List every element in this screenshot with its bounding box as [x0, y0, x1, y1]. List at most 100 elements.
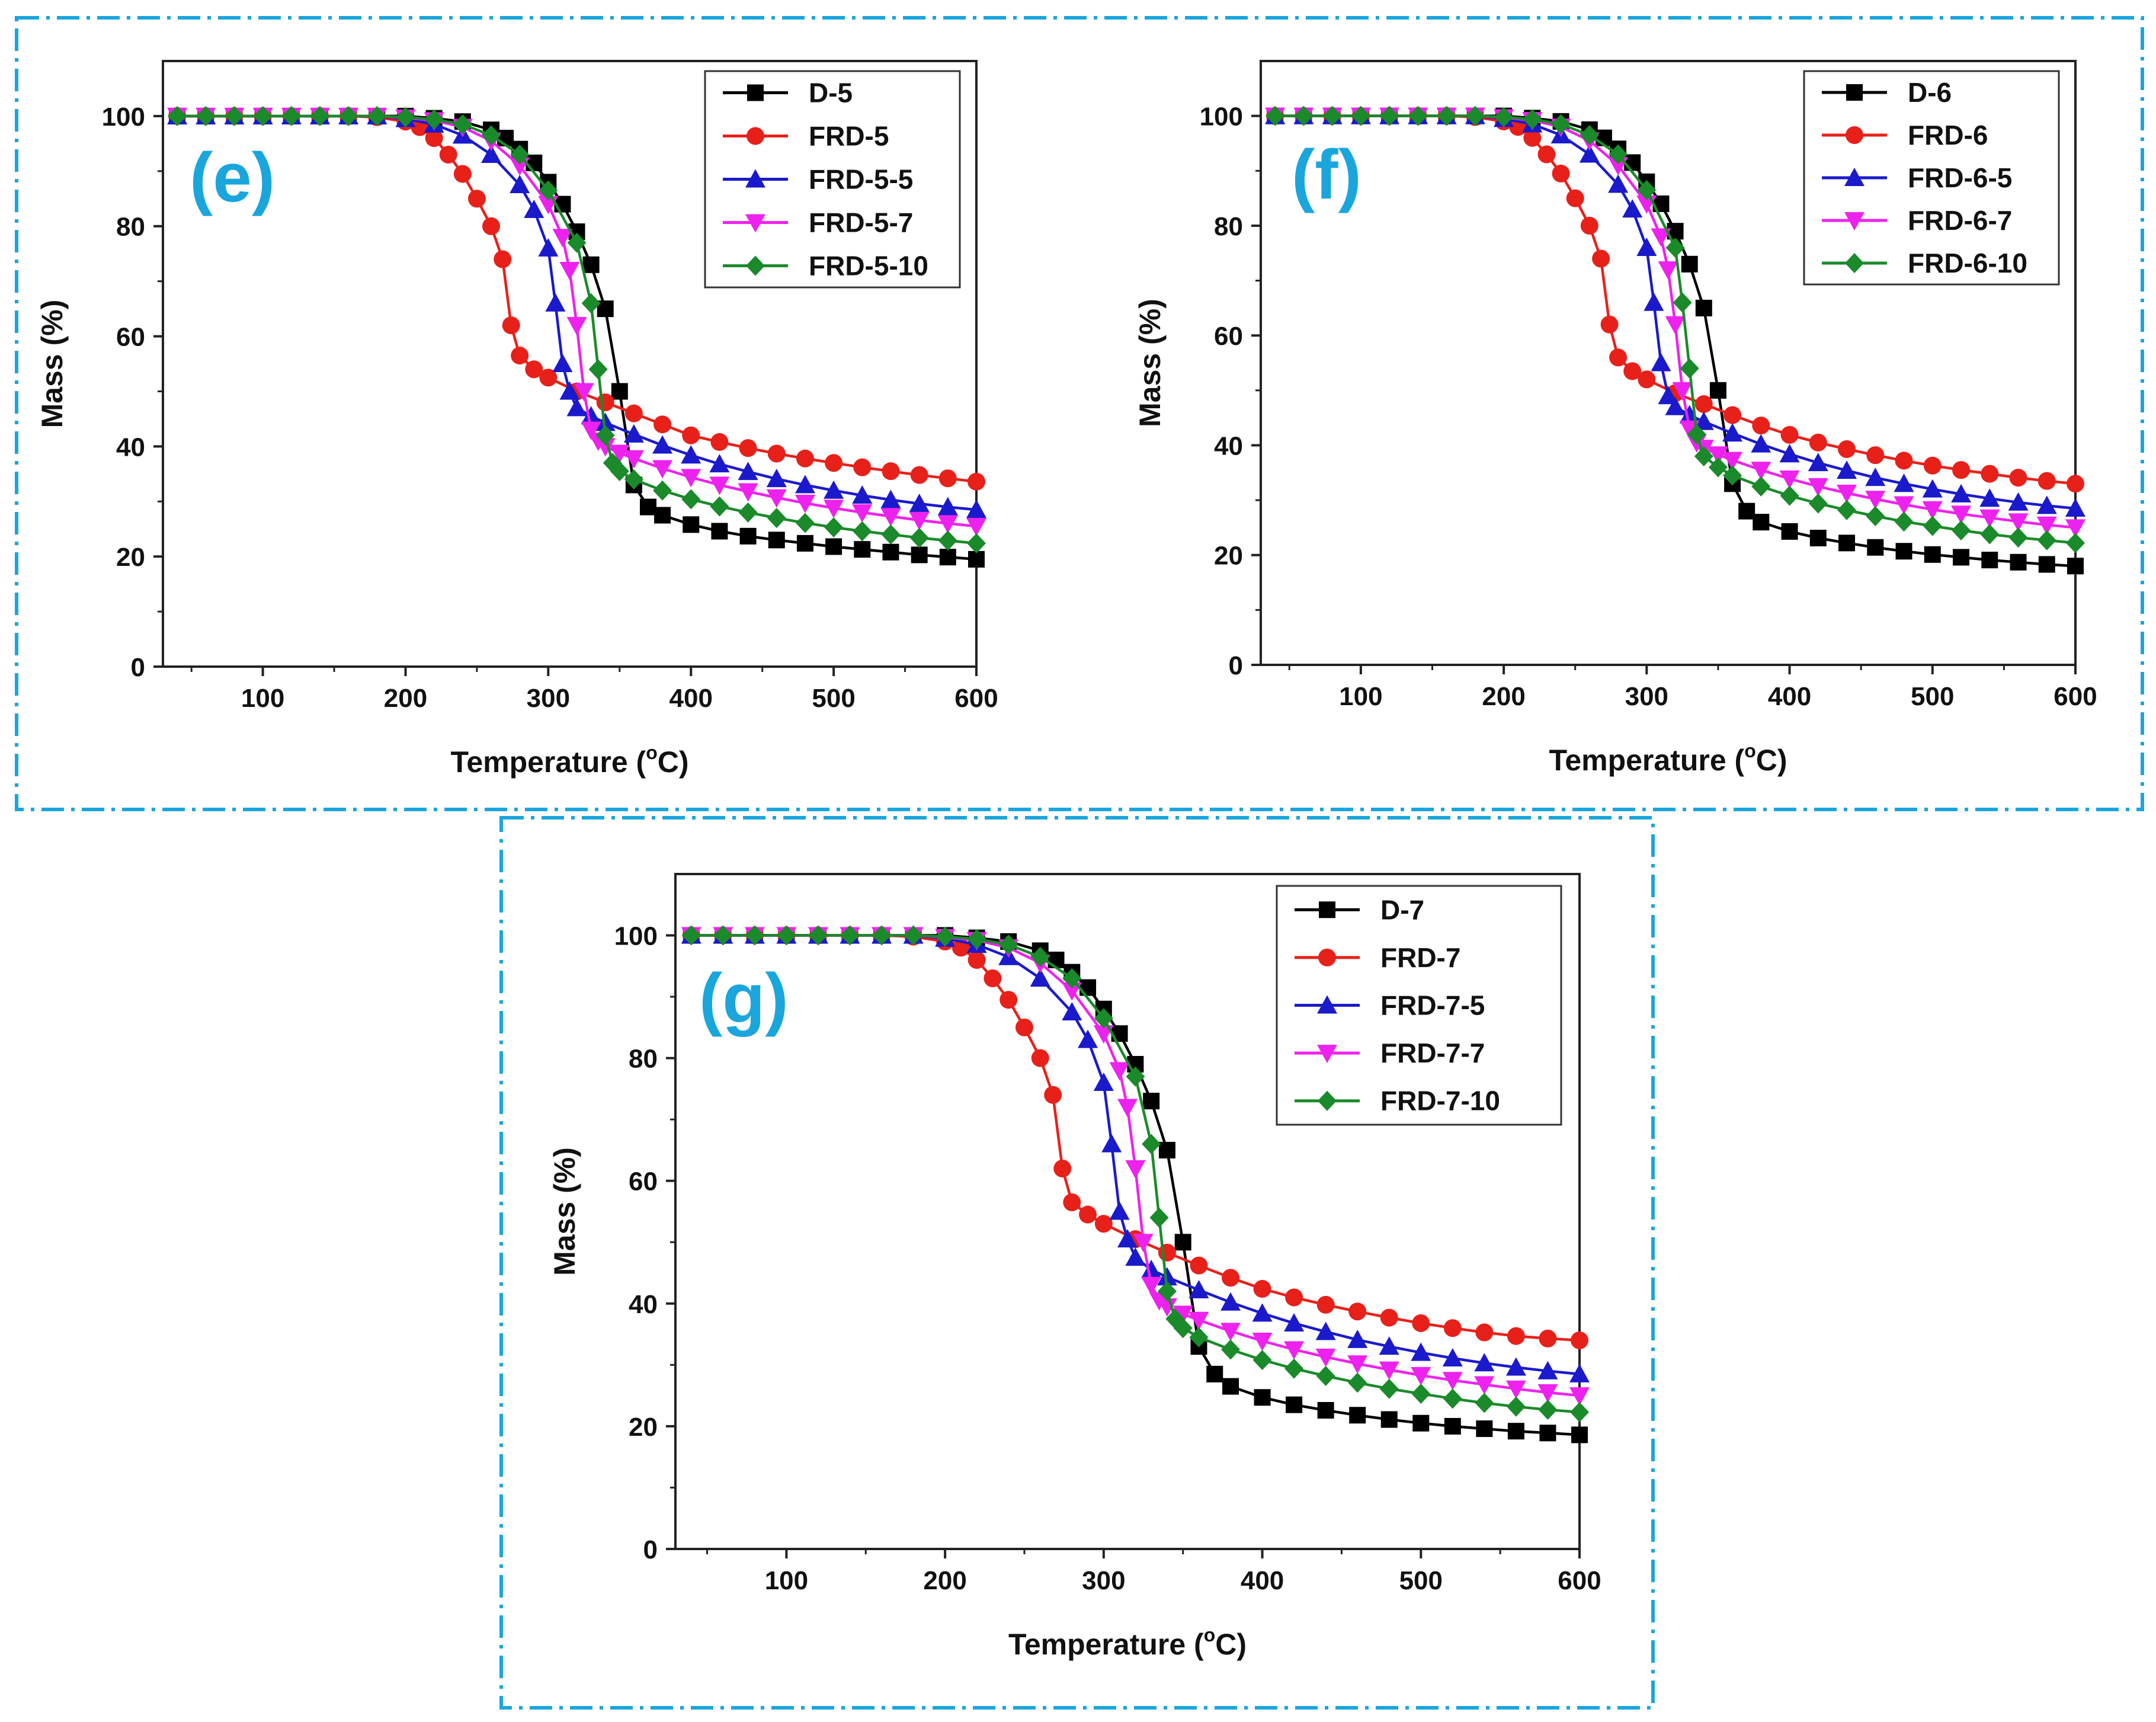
data-point-frd-6-10 [1494, 107, 1514, 127]
data-point-frd-6 [1923, 456, 1942, 475]
x-tick-label: 200 [923, 1566, 966, 1595]
data-point-frd-5-10 [396, 107, 415, 127]
data-point-frd-6-7 [1779, 470, 1800, 489]
data-point-frd-7-5 [1284, 1313, 1305, 1331]
data-point-frd-6-10 [1580, 125, 1599, 146]
data-point-frd-5 [710, 433, 729, 451]
data-point-frd-5 [502, 316, 520, 334]
data-point-d-5 [939, 549, 956, 566]
data-point-frd-6-5 [1979, 488, 2000, 507]
data-point-frd-7-10 [777, 925, 796, 946]
data-point-frd-5-5 [595, 412, 616, 431]
data-point-frd-6-5 [1651, 353, 1671, 372]
data-point-frd-6 [1838, 440, 1856, 458]
data-point-frd-5-5 [766, 469, 787, 488]
x-tick-label: 600 [954, 684, 998, 713]
data-point-frd-5-5 [545, 293, 566, 312]
data-point-frd-5-7 [623, 450, 644, 469]
y-tick-label: 40 [116, 433, 145, 462]
data-point-frd-7-5 [1188, 1280, 1209, 1299]
data-point-frd-6-7 [1808, 478, 1828, 497]
data-point-d-5 [711, 523, 728, 540]
data-point-d-5 [526, 154, 543, 171]
data-point-frd-7-7 [1133, 1234, 1154, 1253]
data-point-frd-5-5 [566, 398, 587, 417]
data-point-frd-5-7 [738, 483, 758, 502]
data-point-frd-7-7 [1442, 1372, 1463, 1391]
data-point-frd-7-10 [1173, 1318, 1193, 1339]
data-point-frd-6 [1609, 348, 1628, 367]
legend-marker-frd-5-5 [745, 169, 765, 188]
data-point-frd-5-10 [588, 359, 608, 380]
y-tick-label: 80 [1214, 212, 1243, 241]
data-point-d-5 [639, 498, 656, 516]
plot-frame [674, 873, 1581, 1550]
data-point-frd-5-10 [938, 530, 957, 551]
data-point-frd-5-10 [681, 489, 701, 510]
legend-marker-d-5 [747, 84, 764, 101]
data-point-frd-5 [539, 369, 558, 387]
x-tick-label: 200 [1482, 682, 1525, 711]
data-point-frd-6-10 [2066, 533, 2085, 553]
data-point-frd-7-10 [840, 925, 860, 946]
legend-label-frd-6-5: FRD-6-5 [1908, 162, 2012, 193]
data-point-frd-6-5 [1622, 199, 1643, 218]
data-point-frd-7-7 [1411, 1366, 1431, 1385]
data-point-frd-6-10 [1465, 105, 1485, 126]
data-point-frd-7 [1571, 1331, 1588, 1349]
series-frd-6-10 [1266, 105, 2085, 553]
data-point-frd-6 [2009, 469, 2027, 487]
legend-marker-frd-6-7 [1844, 212, 1865, 231]
data-point-frd-5-7 [552, 229, 573, 248]
data-point-frd-6-5 [1894, 473, 1914, 492]
data-point-frd-6-10 [1866, 505, 1885, 526]
data-point-frd-7-10 [1094, 1008, 1113, 1029]
y-tick-label: 40 [629, 1290, 658, 1319]
data-point-d-6 [2067, 558, 2084, 575]
data-point-d-6 [2010, 553, 2027, 571]
y-tick-label: 80 [116, 213, 145, 242]
data-point-frd-5 [482, 217, 501, 235]
data-point-frd-7-5 [1411, 1342, 1431, 1361]
data-point-frd-7-10 [1157, 1281, 1177, 1302]
data-point-frd-7-7 [1379, 1361, 1399, 1380]
data-point-frd-5-5 [852, 485, 873, 504]
data-point-d-6 [1709, 382, 1726, 399]
plot-frame [1260, 60, 2077, 666]
legend: D-6 FRD-6 FRD-6-5 FRD-6-7 FRD-6-10 [1803, 70, 2060, 286]
data-point-frd-5 [767, 444, 786, 463]
data-point-d-7 [1222, 1378, 1239, 1395]
legend-marker-frd-7-7 [1317, 1045, 1337, 1064]
data-point-frd-7-7 [1157, 1298, 1177, 1317]
data-point-frd-5-5 [966, 500, 986, 518]
data-point-frd-6-7 [2065, 519, 2085, 538]
data-point-frd-6-10 [1687, 424, 1706, 444]
data-point-frd-6-10 [1351, 105, 1370, 126]
data-point-frd-7 [1539, 1329, 1557, 1347]
data-point-frd-7-7 [1172, 1305, 1193, 1324]
data-point-frd-5-10 [653, 480, 672, 501]
data-point-frd-5-5 [581, 406, 601, 425]
data-point-frd-7-5 [1078, 1029, 1098, 1048]
data-point-frd-7-10 [1538, 1399, 1558, 1420]
data-point-d-7 [1206, 1365, 1223, 1382]
data-point-frd-5-7 [681, 469, 701, 488]
data-point-frd-7-5 [1157, 1267, 1177, 1286]
panel-g: 100 200 300 400 500 600 0 20 40 60 80 100 Temperatur… [548, 873, 1601, 1661]
data-point-d-7 [1286, 1396, 1303, 1413]
data-point-frd-7 [1063, 1193, 1081, 1211]
x-tick-label: 100 [765, 1566, 808, 1595]
data-point-frd-5-5 [524, 199, 544, 218]
data-point-frd-5 [853, 458, 872, 476]
data-point-frd-5-10 [482, 125, 501, 146]
data-point-frd-7-10 [1149, 1207, 1169, 1228]
y-axis-title: Mass (%) [548, 1147, 581, 1276]
data-point-frd-6-10 [1694, 446, 1713, 466]
data-point-d-5 [968, 550, 985, 568]
data-point-frd-6-10 [1837, 500, 1857, 520]
data-point-frd-5-10 [710, 496, 729, 517]
data-point-d-7 [1571, 1426, 1588, 1443]
data-point-frd-6-5 [1751, 434, 1771, 453]
